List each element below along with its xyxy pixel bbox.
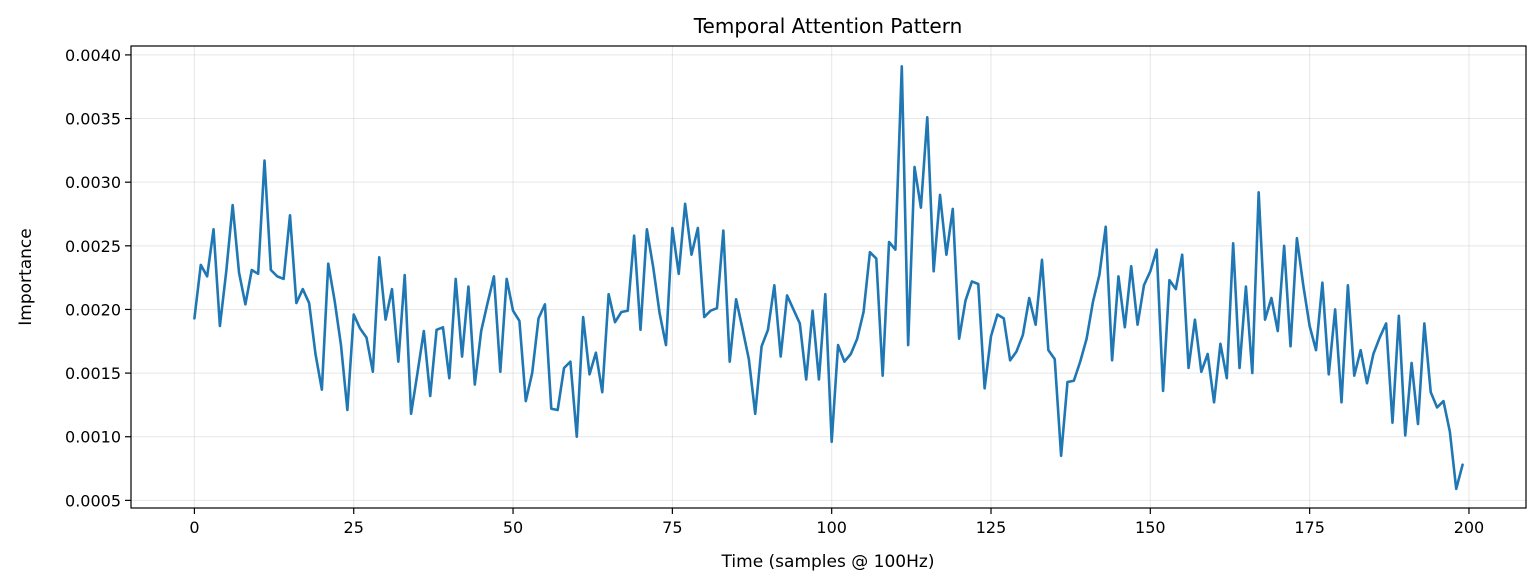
y-tick-label: 0.0040 (65, 46, 121, 65)
y-tick-label: 0.0025 (65, 237, 121, 256)
y-tick-label: 0.0020 (65, 300, 121, 319)
chart-title: Temporal Attention Pattern (693, 14, 963, 38)
grid (131, 46, 1526, 508)
x-tick-label: 125 (976, 518, 1007, 537)
y-tick-label: 0.0010 (65, 428, 121, 447)
y-axis-label: Importance (16, 228, 36, 325)
y-tick-label: 0.0015 (65, 364, 121, 383)
y-tick-label: 0.0035 (65, 110, 121, 129)
y-axis: 0.0005 0.0010 0.0015 0.0020 0.0025 0.0030 0.00… (65, 46, 131, 510)
plot-frame (130, 45, 1527, 509)
x-tick-label: 175 (1294, 518, 1325, 537)
x-tick-label: 75 (662, 518, 682, 537)
x-tick-label: 200 (1454, 518, 1485, 537)
x-tick-label: 50 (503, 518, 523, 537)
x-tick-label: 100 (816, 518, 847, 537)
x-axis: 0 25 50 75 100 125 150 175 200 (189, 508, 1484, 537)
y-tick-label: 0.0005 (65, 491, 121, 510)
x-axis-label: Time (samples @ 100Hz) (721, 552, 935, 572)
x-tick-label: 150 (1135, 518, 1166, 537)
x-tick-label: 25 (344, 518, 364, 537)
series-line (193, 65, 1464, 491)
series-layer (193, 65, 1464, 491)
y-tick-label: 0.0030 (65, 173, 121, 192)
x-tick-label: 0 (189, 518, 199, 537)
